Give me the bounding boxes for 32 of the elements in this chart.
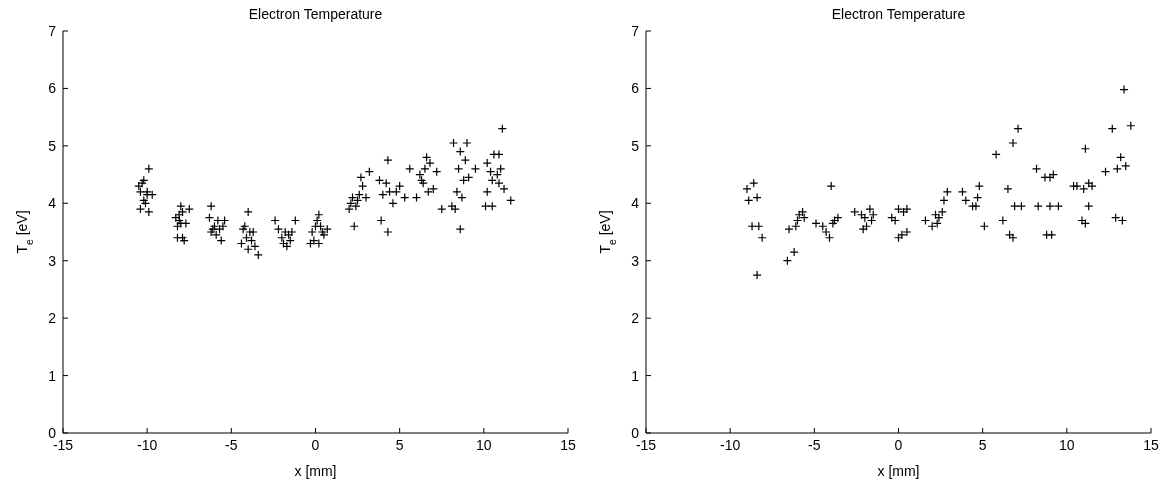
x-tick-label: 15	[560, 436, 576, 453]
x-tick-label: -5	[225, 436, 238, 453]
x-tick-label: 5	[978, 436, 987, 453]
x-tick-label: 10	[1059, 436, 1075, 453]
y-tick-label: 1	[631, 367, 640, 384]
y-tick-label: 7	[48, 22, 57, 39]
y-tick-label: 5	[631, 137, 640, 154]
y-tick-label: 4	[48, 195, 57, 212]
x-tick-label: -10	[720, 436, 741, 453]
chart-title: Electron Temperature	[247, 6, 384, 22]
y-tick-label: 4	[631, 195, 640, 212]
y-tick-label: 6	[631, 80, 640, 97]
chart-title: Electron Temperature	[830, 6, 967, 22]
x-tick-label: 10	[476, 436, 492, 453]
y-tick-label: 0	[48, 424, 57, 441]
y-tick-label: 1	[48, 367, 57, 384]
x-tick-label: -5	[808, 436, 821, 453]
y-tick-label: 3	[48, 252, 57, 269]
x-tick-label: 0	[311, 436, 320, 453]
y-tick-label: 2	[631, 310, 640, 327]
y-tick-label: 7	[631, 22, 640, 39]
y-tick-label: 6	[48, 80, 57, 97]
x-axis-title: x [mm]	[877, 463, 920, 479]
y-tick-label: 5	[48, 137, 57, 154]
x-axis-title: x [mm]	[294, 463, 337, 479]
y-tick-label: 0	[631, 424, 640, 441]
x-tick-label: 0	[894, 436, 903, 453]
y-tick-label: 3	[631, 252, 640, 269]
x-tick-label: 15	[1143, 436, 1159, 453]
x-tick-label: -10	[137, 436, 158, 453]
y-tick-label: 2	[48, 310, 57, 327]
x-tick-label: 5	[395, 436, 404, 453]
